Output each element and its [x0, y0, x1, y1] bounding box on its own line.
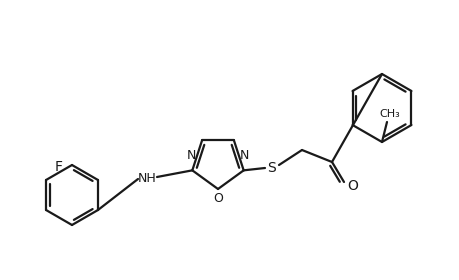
Text: F: F: [55, 160, 63, 174]
Text: N: N: [240, 149, 249, 162]
Text: S: S: [267, 161, 276, 175]
Text: N: N: [186, 149, 196, 162]
Text: CH₃: CH₃: [379, 109, 399, 119]
Text: O: O: [347, 179, 358, 193]
Text: O: O: [213, 193, 223, 206]
Text: NH: NH: [137, 171, 156, 185]
